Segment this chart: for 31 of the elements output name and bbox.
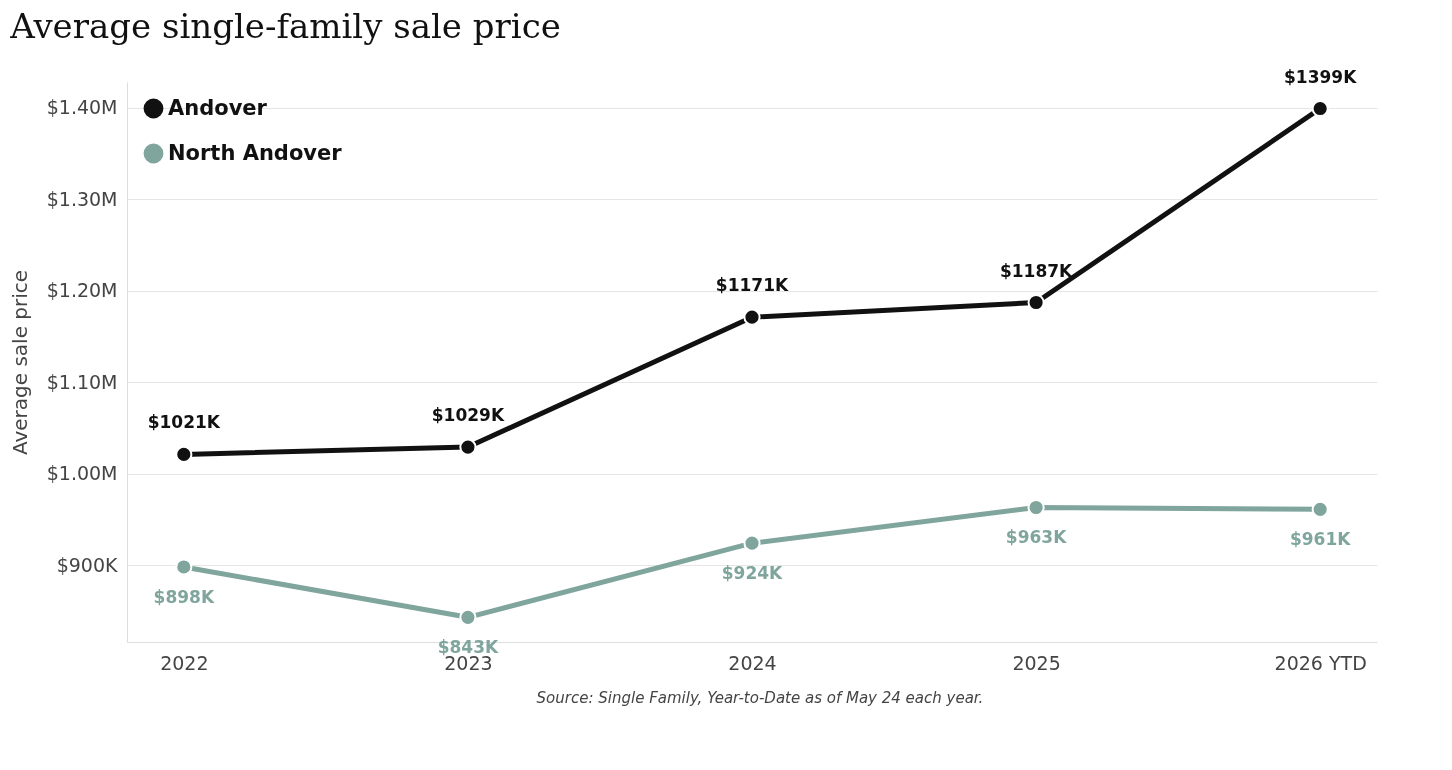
point: [459, 438, 477, 456]
x-tick-label: 2024: [728, 651, 777, 674]
y-tick-label: $1.00M: [46, 462, 118, 485]
data-label: $924K: [721, 563, 784, 584]
point: [743, 534, 761, 552]
data-label: $1171K: [715, 275, 789, 296]
data-label: $963K: [1005, 527, 1068, 548]
y-tick-label: $900K: [56, 553, 119, 576]
data-label: $1029K: [431, 405, 505, 426]
point: [1311, 500, 1329, 518]
point: [175, 445, 193, 463]
x-tick-label: 2026 YTD: [1274, 651, 1367, 674]
data-label: $961K: [1289, 529, 1352, 550]
chart-title: Average single-family sale price: [9, 5, 561, 46]
point: [459, 608, 477, 626]
y-tick-label: $1.40M: [46, 96, 118, 119]
point: [743, 308, 761, 326]
legend-label: Andover: [168, 95, 268, 120]
y-axis-title: Average sale price: [7, 269, 32, 456]
source-note: Source: Single Family, Year-to-Date as of May 24 each year.: [535, 689, 985, 707]
x-tick-label: 2025: [1012, 651, 1061, 674]
x-tick-label: 2022: [160, 651, 209, 674]
y-tick-label: $1.20M: [46, 279, 118, 302]
legend-label: North Andover: [168, 140, 343, 165]
data-label: $1187K: [999, 260, 1074, 281]
data-label: $1021K: [147, 412, 221, 433]
y-tick-label: $1.30M: [46, 187, 118, 210]
point: [175, 558, 193, 576]
y-tick-label: $1.10M: [46, 370, 118, 393]
data-label: $1399K: [1284, 66, 1358, 87]
data-label: $898K: [153, 586, 215, 607]
